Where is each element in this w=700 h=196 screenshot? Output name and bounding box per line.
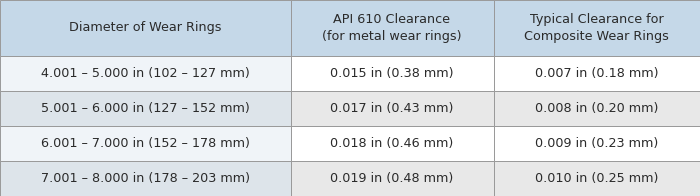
Text: Typical Clearance for
Composite Wear Rings: Typical Clearance for Composite Wear Rin… [524,13,669,43]
Bar [290,126,494,161]
Text: 6.001 – 7.000 in (152 – 178 mm): 6.001 – 7.000 in (152 – 178 mm) [41,137,250,150]
Text: 0.018 in (0.46 mm): 0.018 in (0.46 mm) [330,137,454,150]
Bar [494,126,700,161]
Bar [0,0,290,56]
Text: API 610 Clearance
(for metal wear rings): API 610 Clearance (for metal wear rings) [322,13,462,43]
Text: 0.008 in (0.20 mm): 0.008 in (0.20 mm) [535,102,659,115]
Bar [290,0,494,56]
Bar [494,91,700,126]
Bar [0,126,290,161]
Text: Diameter of Wear Rings: Diameter of Wear Rings [69,21,221,34]
Bar [0,56,290,91]
Text: 4.001 – 5.000 in (102 – 127 mm): 4.001 – 5.000 in (102 – 127 mm) [41,67,250,80]
Bar [0,161,290,196]
Bar [0,91,290,126]
Bar [290,56,494,91]
Bar [290,161,494,196]
Text: 0.009 in (0.23 mm): 0.009 in (0.23 mm) [535,137,659,150]
Bar [494,0,700,56]
Bar [290,91,494,126]
Text: 7.001 – 8.000 in (178 – 203 mm): 7.001 – 8.000 in (178 – 203 mm) [41,172,250,185]
Text: 0.007 in (0.18 mm): 0.007 in (0.18 mm) [535,67,659,80]
Bar [494,161,700,196]
Text: 0.019 in (0.48 mm): 0.019 in (0.48 mm) [330,172,454,185]
Text: 0.010 in (0.25 mm): 0.010 in (0.25 mm) [535,172,659,185]
Bar [494,56,700,91]
Text: 5.001 – 6.000 in (127 – 152 mm): 5.001 – 6.000 in (127 – 152 mm) [41,102,250,115]
Text: 0.015 in (0.38 mm): 0.015 in (0.38 mm) [330,67,454,80]
Text: 0.017 in (0.43 mm): 0.017 in (0.43 mm) [330,102,454,115]
